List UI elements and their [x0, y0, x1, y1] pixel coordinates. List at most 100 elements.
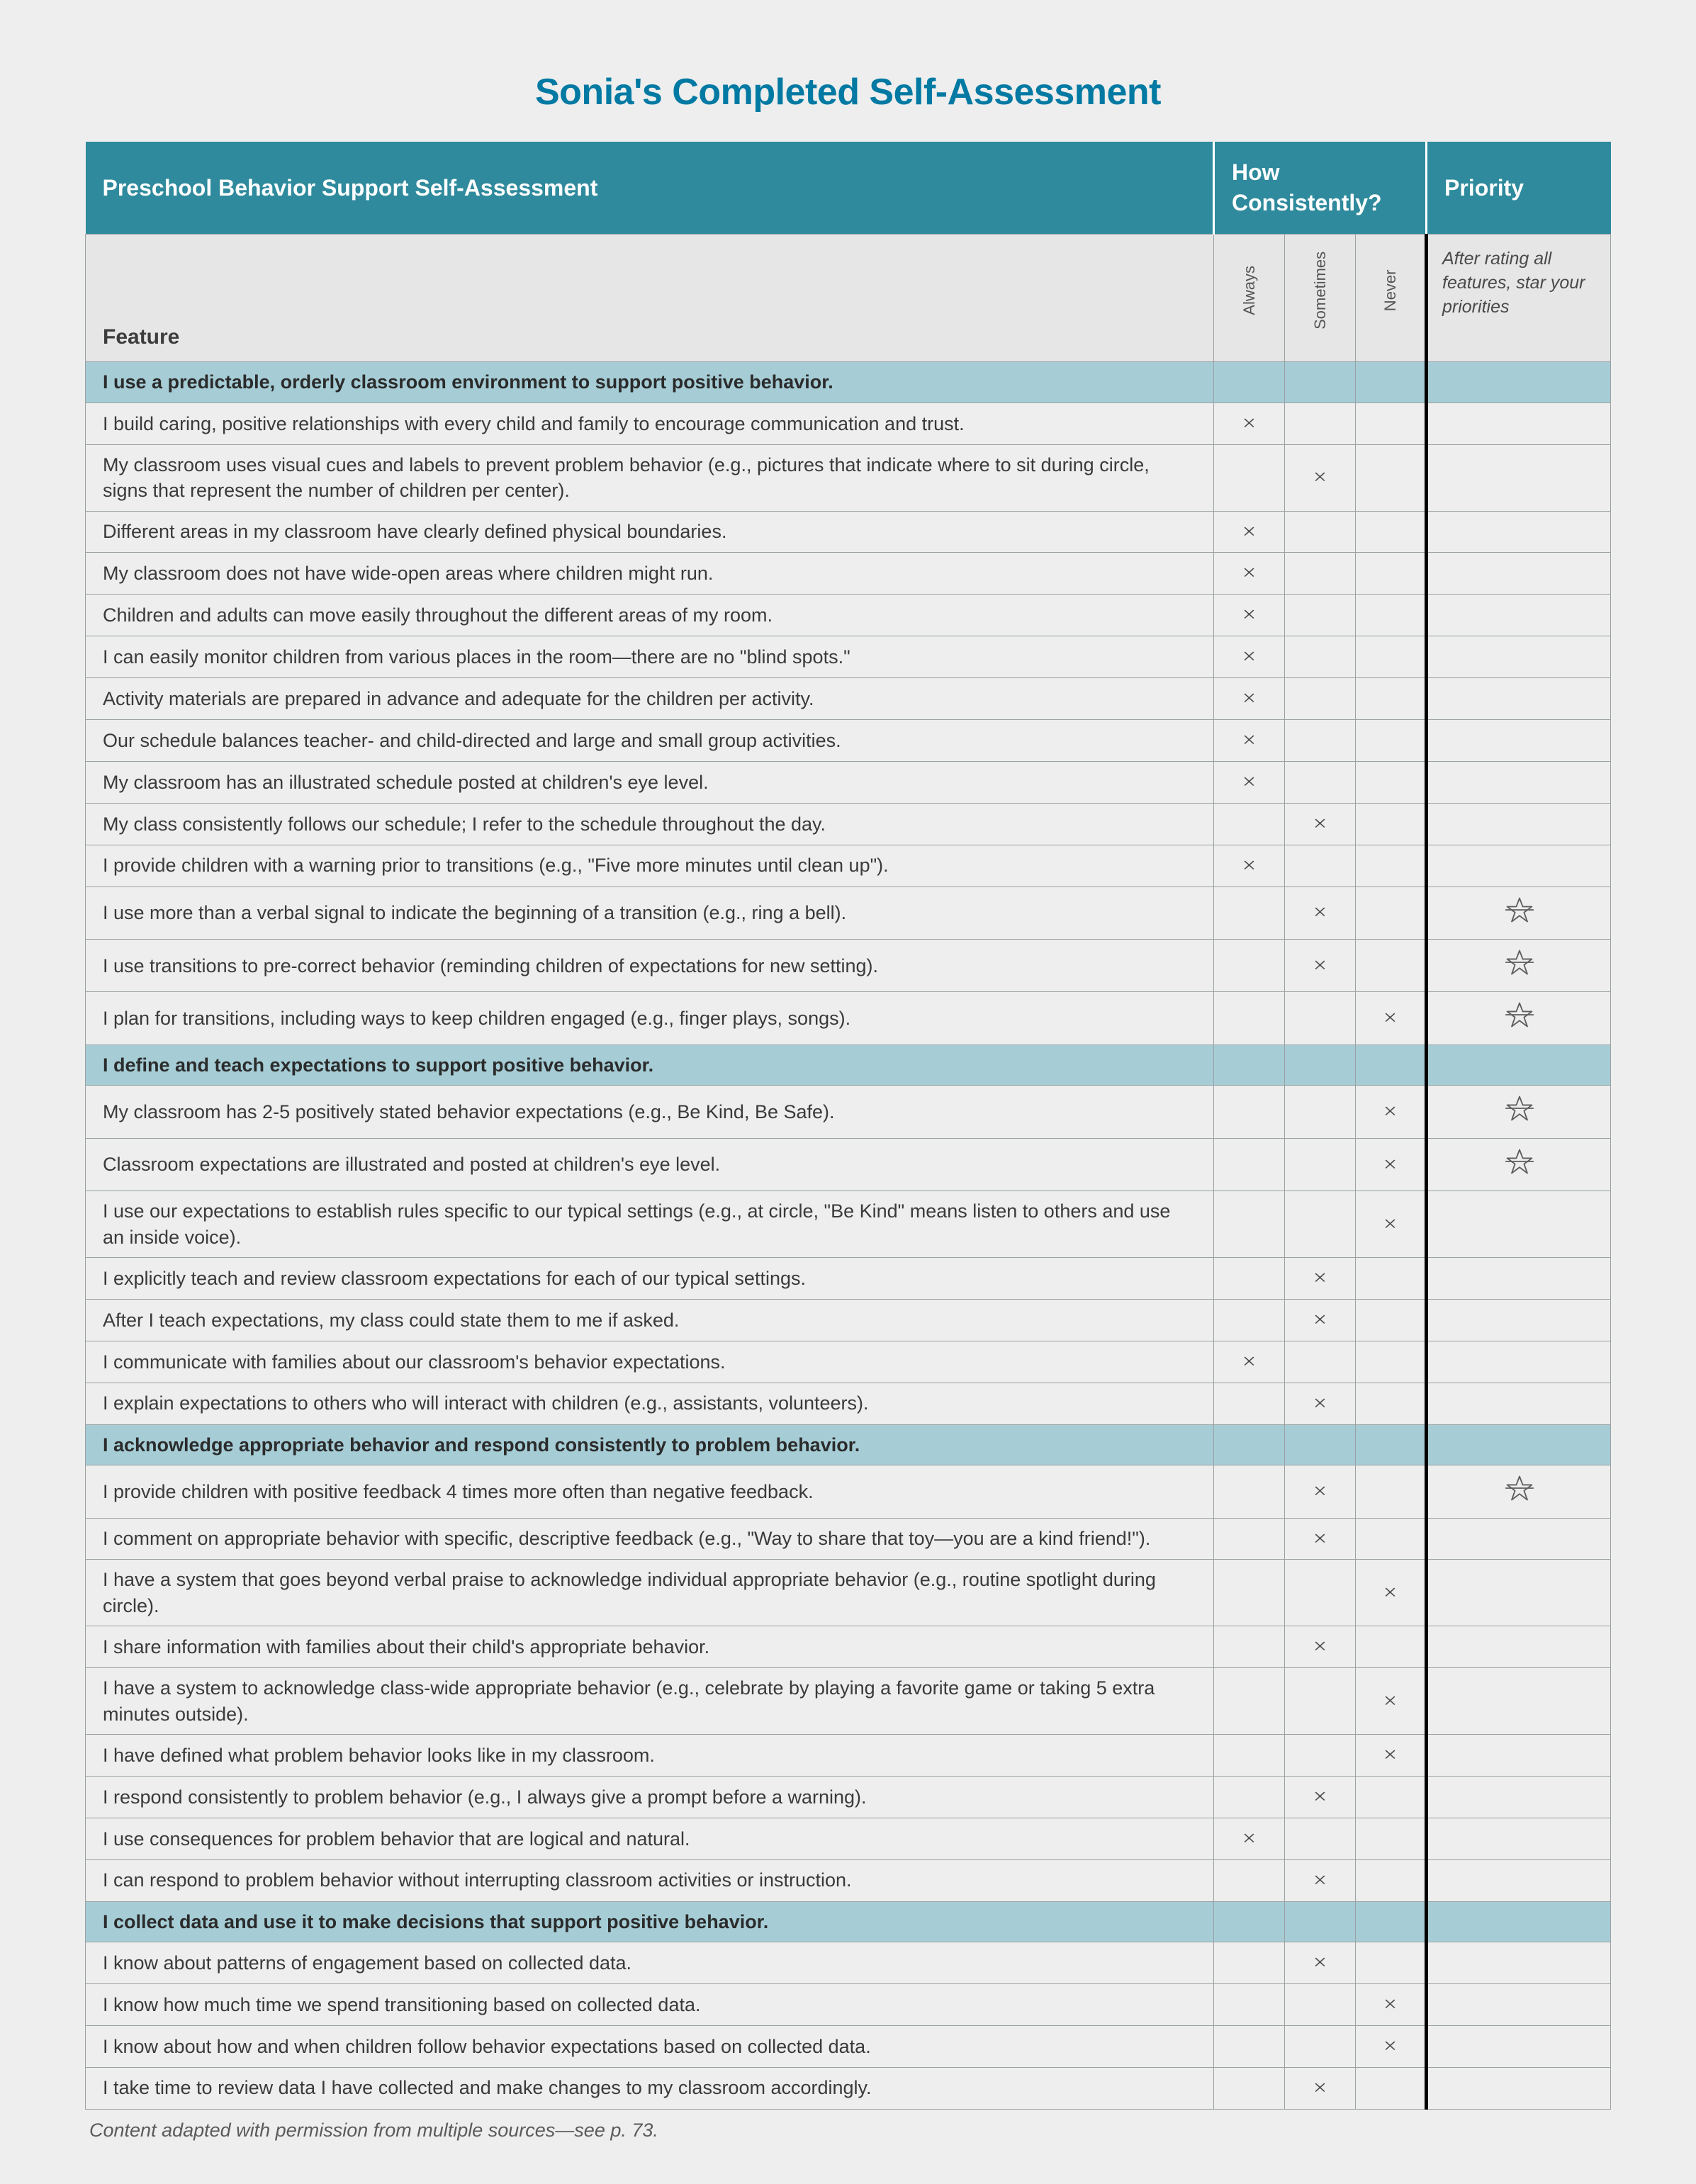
priority-cell[interactable] — [1427, 1776, 1611, 1818]
rating-cell-sometimes[interactable] — [1285, 845, 1356, 886]
priority-cell[interactable] — [1427, 1258, 1611, 1300]
priority-cell[interactable] — [1427, 1191, 1611, 1258]
priority-cell[interactable] — [1427, 636, 1611, 678]
rating-cell-always[interactable]: × — [1214, 553, 1285, 595]
priority-cell[interactable] — [1427, 595, 1611, 636]
rating-cell-sometimes[interactable] — [1285, 2025, 1356, 2067]
rating-cell-sometimes[interactable] — [1285, 1138, 1356, 1190]
rating-cell-always[interactable]: × — [1214, 511, 1285, 553]
rating-cell-never[interactable] — [1356, 2067, 1427, 2109]
rating-cell-sometimes[interactable]: × — [1285, 886, 1356, 939]
rating-cell-never[interactable]: × — [1356, 1983, 1427, 2025]
rating-cell-never[interactable] — [1356, 444, 1427, 511]
rating-cell-never[interactable] — [1356, 1626, 1427, 1668]
rating-cell-always[interactable] — [1214, 1859, 1285, 1901]
rating-cell-sometimes[interactable]: × — [1285, 803, 1356, 845]
priority-cell[interactable] — [1427, 1138, 1611, 1190]
rating-cell-never[interactable] — [1356, 1341, 1427, 1383]
priority-cell[interactable] — [1427, 1626, 1611, 1668]
rating-cell-sometimes[interactable] — [1285, 1818, 1356, 1859]
priority-cell[interactable] — [1427, 1341, 1611, 1383]
rating-cell-never[interactable] — [1356, 940, 1427, 992]
rating-cell-always[interactable] — [1214, 1942, 1285, 1984]
rating-cell-never[interactable] — [1356, 1776, 1427, 1818]
rating-cell-sometimes[interactable]: × — [1285, 1465, 1356, 1518]
rating-cell-sometimes[interactable] — [1285, 1560, 1356, 1626]
rating-cell-never[interactable]: × — [1356, 1668, 1427, 1735]
rating-cell-always[interactable]: × — [1214, 678, 1285, 720]
rating-cell-always[interactable]: × — [1214, 595, 1285, 636]
rating-cell-never[interactable]: × — [1356, 1735, 1427, 1777]
rating-cell-sometimes[interactable] — [1285, 636, 1356, 678]
priority-cell[interactable] — [1427, 511, 1611, 553]
rating-cell-always[interactable] — [1214, 1086, 1285, 1138]
rating-cell-always[interactable]: × — [1214, 403, 1285, 444]
rating-cell-never[interactable]: × — [1356, 2025, 1427, 2067]
rating-cell-sometimes[interactable]: × — [1285, 1859, 1356, 1901]
rating-cell-always[interactable]: × — [1214, 636, 1285, 678]
rating-cell-never[interactable] — [1356, 720, 1427, 762]
rating-cell-always[interactable] — [1214, 1735, 1285, 1777]
rating-cell-always[interactable] — [1214, 803, 1285, 845]
rating-cell-sometimes[interactable] — [1285, 511, 1356, 553]
rating-cell-always[interactable] — [1214, 1518, 1285, 1560]
rating-cell-never[interactable]: × — [1356, 1086, 1427, 1138]
rating-cell-sometimes[interactable] — [1285, 1191, 1356, 1258]
rating-cell-sometimes[interactable] — [1285, 595, 1356, 636]
rating-cell-sometimes[interactable]: × — [1285, 1626, 1356, 1668]
rating-cell-sometimes[interactable] — [1285, 1735, 1356, 1777]
rating-cell-always[interactable] — [1214, 1668, 1285, 1735]
rating-cell-never[interactable] — [1356, 1465, 1427, 1518]
priority-cell[interactable] — [1427, 1983, 1611, 2025]
priority-cell[interactable] — [1427, 444, 1611, 511]
priority-cell[interactable] — [1427, 1818, 1611, 1859]
rating-cell-never[interactable] — [1356, 1942, 1427, 1984]
rating-cell-always[interactable] — [1214, 940, 1285, 992]
rating-cell-never[interactable] — [1356, 1258, 1427, 1300]
rating-cell-sometimes[interactable] — [1285, 1341, 1356, 1383]
priority-cell[interactable] — [1427, 1465, 1611, 1518]
rating-cell-never[interactable] — [1356, 1518, 1427, 1560]
rating-cell-sometimes[interactable]: × — [1285, 444, 1356, 511]
rating-cell-sometimes[interactable]: × — [1285, 1776, 1356, 1818]
priority-cell[interactable] — [1427, 1518, 1611, 1560]
rating-cell-never[interactable] — [1356, 1383, 1427, 1424]
rating-cell-always[interactable] — [1214, 1983, 1285, 2025]
rating-cell-always[interactable] — [1214, 1258, 1285, 1300]
priority-cell[interactable] — [1427, 1859, 1611, 1901]
rating-cell-never[interactable] — [1356, 553, 1427, 595]
priority-cell[interactable] — [1427, 940, 1611, 992]
priority-cell[interactable] — [1427, 720, 1611, 762]
rating-cell-never[interactable] — [1356, 403, 1427, 444]
rating-cell-never[interactable]: × — [1356, 992, 1427, 1045]
priority-cell[interactable] — [1427, 1560, 1611, 1626]
rating-cell-sometimes[interactable]: × — [1285, 1518, 1356, 1560]
rating-cell-always[interactable] — [1214, 886, 1285, 939]
priority-cell[interactable] — [1427, 2067, 1611, 2109]
rating-cell-always[interactable] — [1214, 992, 1285, 1045]
rating-cell-always[interactable] — [1214, 1383, 1285, 1424]
rating-cell-always[interactable]: × — [1214, 1818, 1285, 1859]
priority-cell[interactable] — [1427, 803, 1611, 845]
rating-cell-sometimes[interactable]: × — [1285, 1383, 1356, 1424]
priority-cell[interactable] — [1427, 886, 1611, 939]
rating-cell-sometimes[interactable]: × — [1285, 2067, 1356, 2109]
rating-cell-always[interactable]: × — [1214, 1341, 1285, 1383]
rating-cell-sometimes[interactable]: × — [1285, 1942, 1356, 1984]
rating-cell-always[interactable]: × — [1214, 761, 1285, 803]
rating-cell-never[interactable] — [1356, 636, 1427, 678]
rating-cell-never[interactable] — [1356, 845, 1427, 886]
rating-cell-sometimes[interactable] — [1285, 1983, 1356, 2025]
rating-cell-never[interactable] — [1356, 803, 1427, 845]
priority-cell[interactable] — [1427, 1942, 1611, 1984]
rating-cell-never[interactable] — [1356, 1859, 1427, 1901]
priority-cell[interactable] — [1427, 1299, 1611, 1341]
rating-cell-never[interactable] — [1356, 511, 1427, 553]
rating-cell-sometimes[interactable] — [1285, 553, 1356, 595]
rating-cell-always[interactable] — [1214, 1138, 1285, 1190]
rating-cell-always[interactable] — [1214, 1560, 1285, 1626]
rating-cell-sometimes[interactable]: × — [1285, 1258, 1356, 1300]
priority-cell[interactable] — [1427, 1735, 1611, 1777]
rating-cell-sometimes[interactable]: × — [1285, 940, 1356, 992]
rating-cell-sometimes[interactable] — [1285, 720, 1356, 762]
